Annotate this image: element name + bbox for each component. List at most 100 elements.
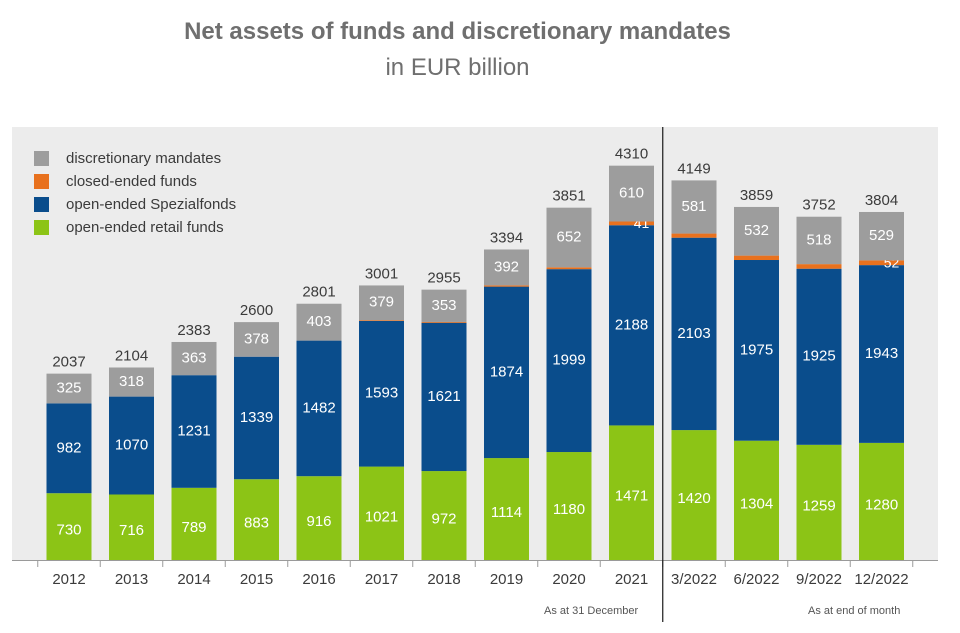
data-label-spezialfonds: 1943 — [865, 345, 898, 362]
legend-item-closed: closed-ended funds — [34, 170, 236, 193]
bar-segment-closed-ended — [421, 321, 467, 323]
bar-segment-spezialfonds — [609, 225, 654, 426]
x-tick-label: 2020 — [552, 571, 585, 588]
data-label-spezialfonds: 1593 — [365, 385, 398, 402]
bar-segment-spezialfonds — [546, 269, 592, 453]
data-label-total: 3394 — [490, 229, 523, 246]
bar-segment-closed-ended — [546, 267, 592, 270]
data-label-total: 2600 — [240, 302, 273, 319]
data-label-discretionary: 610 — [619, 185, 644, 202]
bar-segment-retail — [359, 466, 404, 560]
chart-subtitle: in EUR billion — [385, 54, 530, 81]
bar-segment-retail — [171, 487, 217, 560]
data-label-spezialfonds: 1231 — [177, 422, 210, 439]
legend-item-retail: open-ended retail funds — [34, 216, 236, 239]
bar-segment-discretionary — [234, 322, 279, 357]
data-label-total: 3851 — [552, 188, 585, 205]
bar-segment-discretionary — [421, 289, 467, 322]
x-tick-label: 6/2022 — [734, 571, 780, 588]
note-annual: As at 31 December — [544, 605, 639, 617]
chart-title: Net assets of funds and discretionary ma… — [184, 18, 731, 45]
data-label-retail: 1114 — [491, 504, 522, 521]
legend-label: open-ended retail funds — [66, 219, 224, 236]
legend-swatch-spezial — [34, 197, 49, 212]
legend-swatch-discretionary — [34, 151, 49, 166]
data-label-retail: 1471 — [615, 488, 648, 505]
bar-segment-retail — [546, 452, 592, 560]
data-label-discretionary: 529 — [869, 227, 894, 244]
legend-label: open-ended Spezialfonds — [66, 196, 237, 213]
data-label-discretionary: 652 — [556, 228, 581, 245]
data-label-total: 4310 — [615, 146, 648, 163]
bar-segment-spezialfonds — [796, 268, 842, 445]
bar-segment-discretionary — [296, 303, 342, 341]
data-label-total: 3804 — [865, 192, 898, 209]
bar-segment-retail — [609, 425, 654, 560]
bar-segment-discretionary — [359, 285, 404, 321]
data-label-discretionary: 403 — [306, 313, 331, 330]
bar-segment-retail — [234, 479, 279, 560]
x-tick-label: 2016 — [302, 571, 335, 588]
data-label-retail: 972 — [431, 511, 456, 528]
x-tick-label: 2018 — [427, 571, 460, 588]
data-label-discretionary: 392 — [494, 258, 519, 275]
legend: discretionary mandates closed-ended fund… — [34, 147, 236, 239]
bar-segment-discretionary — [671, 180, 717, 234]
x-tick-label: 2019 — [490, 571, 523, 588]
x-tick-label: 2015 — [240, 571, 273, 588]
bar-segment-retail — [46, 493, 92, 560]
data-label-discretionary: 325 — [56, 379, 81, 396]
bar-segment-spezialfonds — [296, 340, 342, 477]
data-label-total: 3001 — [365, 265, 398, 282]
data-label-total: 3752 — [802, 197, 835, 214]
data-label-retail: 716 — [119, 522, 144, 539]
bar-segment-retail — [421, 471, 467, 560]
bar-segment-closed-ended — [484, 285, 529, 287]
data-label-spezialfonds: 1621 — [427, 388, 460, 405]
data-label-retail: 1259 — [802, 497, 835, 514]
data-label-spezialfonds: 982 — [56, 439, 81, 456]
data-label-spezialfonds: 1975 — [740, 341, 773, 358]
bar-segment-retail — [734, 440, 779, 560]
x-tick-label: 2021 — [615, 571, 648, 588]
bar-segment-discretionary — [46, 373, 92, 404]
data-label-retail: 730 — [56, 522, 81, 539]
bar-segment-spezialfonds — [234, 356, 279, 480]
bar-segment-spezialfonds — [734, 260, 779, 441]
data-label-retail: 883 — [244, 515, 269, 532]
data-label-total: 2037 — [52, 354, 85, 371]
x-tick-label: 2013 — [115, 571, 148, 588]
data-label-spezialfonds: 1925 — [802, 348, 835, 365]
data-label-retail: 1304 — [740, 495, 773, 512]
bar-segment-discretionary — [734, 206, 779, 256]
bar-segment-retail — [484, 458, 529, 560]
legend-label: discretionary mandates — [66, 150, 222, 167]
data-label-retail: 1280 — [865, 496, 898, 513]
bar-segment-retail — [109, 494, 154, 560]
data-label-discretionary: 318 — [119, 373, 144, 390]
bar-segment-closed-ended — [796, 264, 842, 269]
data-label-retail: 1180 — [553, 501, 585, 518]
bar-segment-discretionary — [796, 216, 842, 265]
data-label-discretionary: 532 — [744, 222, 769, 239]
data-label-retail: 916 — [306, 513, 331, 530]
data-label-retail: 789 — [181, 519, 206, 536]
bar-segment-closed-ended — [359, 320, 404, 321]
bar-segment-retail — [671, 430, 717, 560]
data-label-discretionary: 518 — [806, 231, 831, 248]
data-label-total: 2955 — [427, 270, 460, 287]
plot-area — [12, 127, 938, 561]
note-monthly: As at end of month — [808, 605, 901, 617]
data-label-spezialfonds: 1070 — [115, 437, 148, 454]
bar-segment-retail — [796, 444, 842, 560]
data-label-total: 2104 — [115, 347, 148, 364]
data-label-total: 3859 — [740, 187, 773, 204]
data-label-spezialfonds: 1339 — [240, 409, 273, 426]
data-label-discretionary: 378 — [244, 330, 269, 347]
legend-swatch-closed — [34, 174, 49, 189]
data-label-discretionary: 363 — [181, 350, 206, 367]
bar-segment-spezialfonds — [484, 286, 529, 459]
bar-segment-closed-ended — [609, 221, 654, 226]
data-label-discretionary: 581 — [681, 198, 706, 215]
bar-segment-closed-ended — [859, 260, 904, 266]
